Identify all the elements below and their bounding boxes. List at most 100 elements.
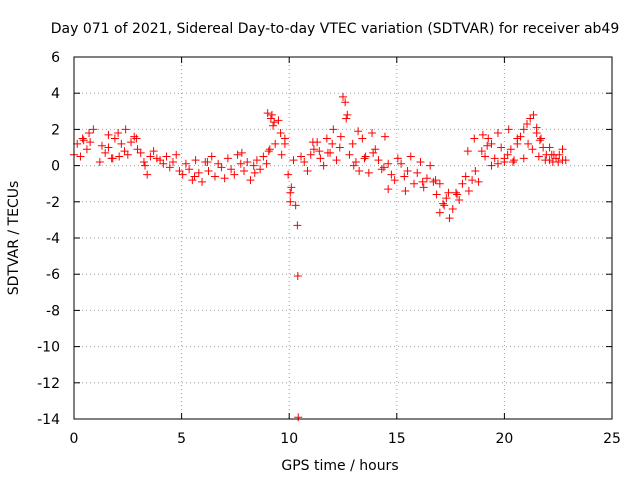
data-point <box>552 154 561 163</box>
data-point <box>561 156 570 165</box>
x-tick-label: 0 <box>70 431 79 447</box>
data-point <box>149 147 158 156</box>
data-point <box>343 110 352 119</box>
data-point <box>442 194 451 203</box>
data-point <box>545 143 554 152</box>
data-point <box>104 143 113 152</box>
data-point <box>204 167 213 176</box>
data-point <box>497 143 506 152</box>
data-point <box>250 168 259 177</box>
data-point <box>354 127 363 136</box>
data-point <box>323 148 332 157</box>
data-point <box>220 174 229 183</box>
data-point <box>123 150 132 159</box>
data-point <box>86 138 95 147</box>
y-tick-label: -2 <box>46 195 60 211</box>
data-point <box>78 134 87 143</box>
data-point <box>500 154 509 163</box>
data-point <box>246 176 255 185</box>
data-point <box>377 165 386 174</box>
data-point <box>185 165 194 174</box>
data-point <box>284 170 293 179</box>
data-point <box>306 150 315 159</box>
data-point <box>233 150 242 159</box>
data-point <box>384 159 393 168</box>
data-point <box>410 179 419 188</box>
data-point <box>73 139 82 148</box>
data-point <box>308 138 317 147</box>
data-point <box>369 148 378 157</box>
data-point <box>406 152 415 161</box>
y-tick-label: -10 <box>37 340 60 356</box>
y-axis-label: SDTVAR / TECUs <box>6 181 22 296</box>
data-point <box>401 186 410 195</box>
data-point <box>455 195 464 204</box>
data-point <box>397 159 406 168</box>
data-point <box>262 159 271 168</box>
data-point <box>214 159 223 168</box>
data-point <box>471 167 480 176</box>
data-point <box>269 121 278 130</box>
data-point <box>267 110 276 119</box>
data-point <box>82 145 91 154</box>
data-point <box>293 272 302 281</box>
data-point <box>463 147 472 156</box>
x-tick-label: 5 <box>177 431 186 447</box>
data-point <box>445 214 454 223</box>
data-point <box>348 139 357 148</box>
data-point <box>291 201 300 210</box>
data-point <box>519 125 528 134</box>
data-point <box>355 167 364 176</box>
data-point <box>426 161 435 170</box>
y-tick-label: -8 <box>46 303 60 319</box>
data-point <box>300 157 309 166</box>
data-point <box>175 167 184 176</box>
y-tick-label: 6 <box>51 50 60 66</box>
data-point <box>481 152 490 161</box>
data-point <box>143 170 152 179</box>
x-tick-label: 25 <box>603 431 621 447</box>
data-point <box>120 147 129 156</box>
y-tick-label: -4 <box>46 231 60 247</box>
data-point <box>453 190 462 199</box>
data-point <box>271 139 280 148</box>
data-point <box>339 92 347 101</box>
data-point <box>286 197 295 206</box>
data-point <box>506 145 515 154</box>
data-point <box>513 134 522 143</box>
data-point <box>101 148 110 157</box>
data-point <box>393 154 402 163</box>
data-point <box>416 157 425 166</box>
x-axis-label: GPS time / hours <box>281 458 398 474</box>
data-point <box>541 156 550 165</box>
data-point <box>121 125 130 134</box>
data-point <box>509 157 518 166</box>
data-point <box>374 156 383 165</box>
data-point <box>277 150 286 159</box>
data-point <box>493 159 502 168</box>
data-point <box>240 167 249 176</box>
data-point <box>297 152 306 161</box>
data-point <box>152 154 161 163</box>
grid-lines <box>74 57 612 419</box>
data-point <box>114 129 123 138</box>
x-tick-label: 10 <box>280 431 298 447</box>
data-point <box>274 116 283 125</box>
data-point <box>526 114 535 123</box>
data-point <box>181 159 190 168</box>
data-point <box>490 154 499 163</box>
data-point <box>336 132 345 141</box>
data-point <box>316 154 325 163</box>
data-point <box>387 170 396 179</box>
data-point <box>464 186 473 195</box>
data-point <box>85 129 94 138</box>
data-point <box>130 132 139 141</box>
y-tick-label: 4 <box>51 86 60 102</box>
data-point <box>230 170 239 179</box>
data-point <box>451 188 460 197</box>
data-point <box>345 150 354 159</box>
data-point <box>349 161 358 170</box>
data-point <box>400 172 409 181</box>
data-point <box>132 134 141 143</box>
data-point <box>435 208 444 217</box>
